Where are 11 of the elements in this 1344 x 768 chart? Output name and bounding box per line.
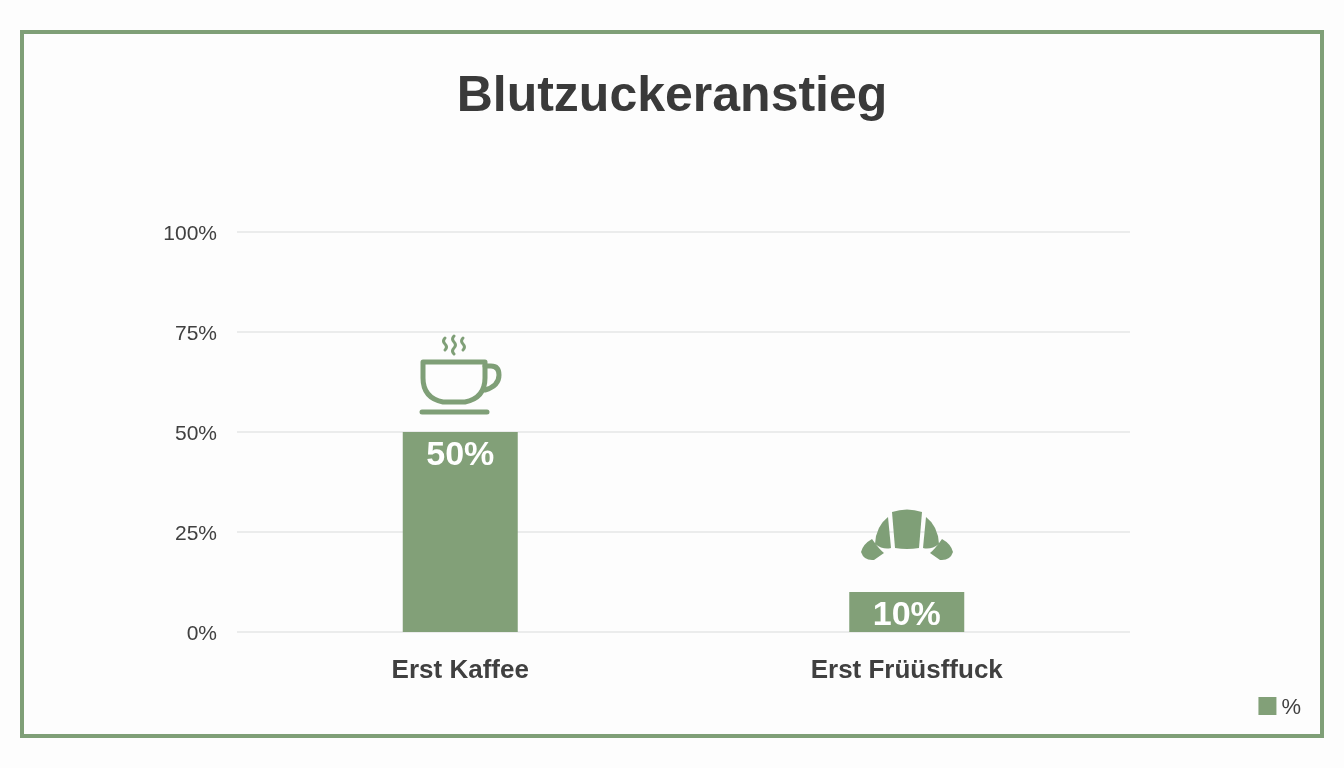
- data-label: 10%: [872, 594, 941, 632]
- x-tick-label: Erst Früüsffuck: [810, 654, 1004, 684]
- y-tick-label: 50%: [174, 420, 217, 444]
- legend-label: %: [1281, 693, 1301, 719]
- y-tick-label: 0%: [186, 620, 217, 644]
- data-label: 50%: [426, 434, 495, 472]
- y-tick-label: 100%: [163, 220, 217, 244]
- y-tick-label: 75%: [174, 320, 217, 344]
- chart-title: Blutzuckeranstieg: [456, 66, 888, 122]
- y-tick-label: 25%: [174, 520, 217, 544]
- x-tick-label: Erst Kaffee: [391, 654, 529, 684]
